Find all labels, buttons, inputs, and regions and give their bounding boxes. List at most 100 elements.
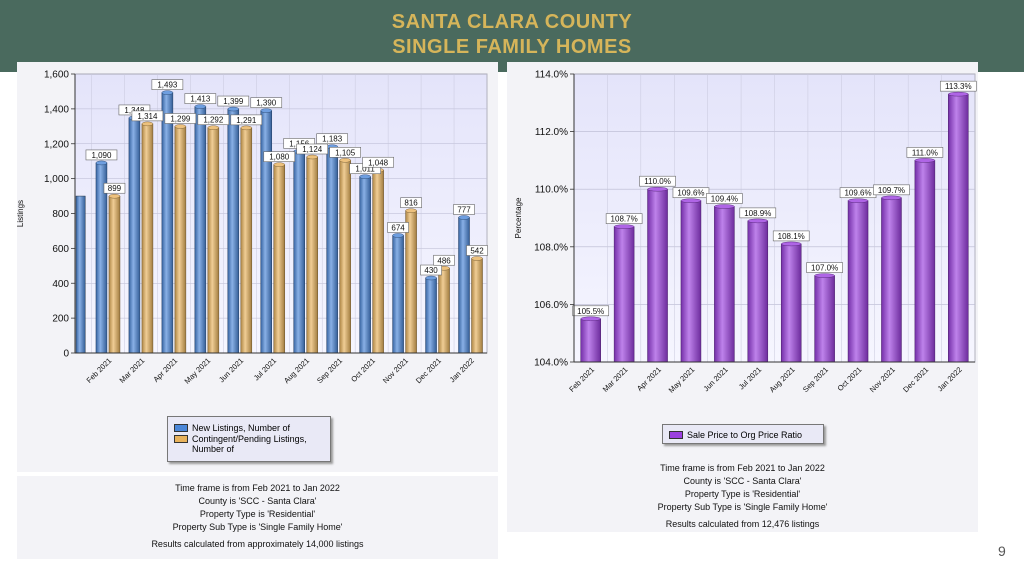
data-label: 108.9% bbox=[744, 209, 771, 218]
price-ratio-legend: Sale Price to Org Price Ratio bbox=[662, 424, 824, 444]
bar-series1 bbox=[128, 117, 141, 354]
bar-cap bbox=[580, 316, 601, 321]
price-ratio-legend-area: Sale Price to Org Price Ratio bbox=[507, 410, 978, 456]
legend-item-price-ratio: Sale Price to Org Price Ratio bbox=[669, 430, 802, 440]
bar-series2 bbox=[174, 126, 187, 354]
bar-series2 bbox=[339, 160, 351, 354]
bar-cap bbox=[174, 124, 187, 129]
listings-chart-panel: 0 200 400 600 800 1,000 1,200 1,400 1,600 Listing… bbox=[17, 62, 498, 410]
bar-cap bbox=[948, 91, 969, 97]
bar-series1 bbox=[647, 188, 668, 363]
data-label: 1,399 bbox=[223, 97, 244, 106]
bar-series2 bbox=[240, 127, 253, 354]
notes-left-line3: Property Type is 'Residential' bbox=[199, 509, 316, 519]
y-tick-label: 0 bbox=[63, 349, 69, 360]
x-tick-label: Apr 2021 bbox=[635, 365, 663, 393]
bar-series1 bbox=[458, 217, 470, 354]
legend-swatch-purple bbox=[669, 431, 683, 439]
title-banner bbox=[0, 0, 1024, 72]
bar-cap bbox=[161, 90, 174, 95]
bar-series2 bbox=[273, 164, 286, 354]
data-label: 113.3% bbox=[945, 82, 972, 91]
data-label-box bbox=[639, 175, 676, 187]
data-label-box bbox=[151, 79, 184, 90]
bar-series2 bbox=[108, 195, 121, 354]
data-label-box bbox=[316, 133, 348, 145]
data-label: 1,183 bbox=[322, 135, 343, 144]
data-label-box bbox=[772, 230, 810, 242]
x-tick-label: Nov 2021 bbox=[381, 356, 410, 385]
data-label: 777 bbox=[457, 206, 471, 215]
price-ratio-notes: Time frame is from Feb 2021 to Jan 2022 … bbox=[507, 456, 978, 532]
bar-cap bbox=[141, 121, 154, 127]
x-tick-label: Dec 2021 bbox=[901, 365, 930, 394]
listings-notes: Time frame is from Feb 2021 to Jan 2022 … bbox=[17, 476, 498, 559]
data-label: 1,048 bbox=[368, 158, 389, 167]
data-label-box bbox=[103, 182, 126, 194]
data-label-box bbox=[939, 80, 977, 92]
data-label: 1,314 bbox=[137, 112, 158, 121]
bar-series1 bbox=[881, 197, 902, 363]
bar-series1 bbox=[293, 151, 305, 354]
notes-left-line2: County is 'SCC - Santa Clara' bbox=[198, 496, 317, 506]
notes-left-line4: Property Sub Type is 'Single Family Home… bbox=[172, 522, 343, 532]
x-tick-label: Mar 2021 bbox=[601, 365, 630, 394]
data-label: 110.0% bbox=[644, 177, 671, 186]
data-label-box bbox=[433, 254, 455, 266]
bar-series1 bbox=[359, 176, 371, 354]
bar-series2 bbox=[141, 123, 154, 354]
bar-cap bbox=[359, 174, 371, 179]
data-label: 1,080 bbox=[269, 153, 290, 162]
data-label: 486 bbox=[437, 256, 451, 265]
data-label-box bbox=[362, 156, 394, 168]
legend-swatch-blue bbox=[174, 424, 188, 432]
data-label-box bbox=[605, 213, 643, 224]
y-tick-label: 114.0% bbox=[535, 70, 568, 81]
data-label: 1,292 bbox=[203, 116, 224, 125]
x-tick-label: Feb 2021 bbox=[85, 356, 114, 385]
data-label: 1,413 bbox=[190, 95, 211, 104]
bar-series1 bbox=[780, 243, 802, 363]
data-label: 1,291 bbox=[236, 116, 257, 125]
page-title: SANTA CLARA COUNTY SINGLE FAMILY HOMES bbox=[0, 10, 1024, 60]
bar-cap bbox=[260, 108, 272, 113]
notes-right-line2: County is 'SCC - Santa Clara' bbox=[683, 476, 802, 486]
bar-series1 bbox=[161, 92, 174, 354]
data-label-box bbox=[420, 264, 442, 276]
data-label: 108.7% bbox=[611, 215, 638, 224]
listings-bar-chart: 0 200 400 600 800 1,000 1,200 1,400 1,600 Listing… bbox=[17, 70, 488, 386]
data-label-box bbox=[164, 113, 197, 124]
data-label: 1,390 bbox=[256, 99, 277, 108]
y-tick-label: 108.0% bbox=[534, 242, 568, 253]
page-number: 9 bbox=[998, 543, 1006, 559]
bar-cap bbox=[458, 215, 470, 220]
legend-item-new-listings: New Listings, Number of bbox=[174, 423, 290, 433]
bar-cap bbox=[881, 195, 902, 201]
data-label: 1,011 bbox=[355, 165, 375, 174]
data-label-box bbox=[739, 207, 777, 219]
x-tick-label: Dec 2021 bbox=[414, 356, 443, 385]
bar-cap bbox=[306, 154, 318, 160]
data-label: 1,105 bbox=[335, 148, 356, 157]
data-label: 109.6% bbox=[844, 189, 871, 198]
notes-right-line4: Property Sub Type is 'Single Family Home… bbox=[657, 502, 828, 512]
x-tick-label: Jun 2021 bbox=[217, 356, 245, 384]
data-label-box bbox=[706, 193, 743, 204]
data-label: 1,090 bbox=[91, 151, 112, 160]
data-label-box bbox=[85, 149, 118, 161]
x-tick-label: Sep 2021 bbox=[801, 365, 830, 394]
data-label: 899 bbox=[108, 184, 122, 193]
y-tick-label: 106.0% bbox=[534, 300, 568, 311]
data-label-box bbox=[184, 93, 217, 104]
data-label-box bbox=[466, 245, 488, 256]
legend-item-pending-listings: Contingent/Pending Listings, Number of bbox=[174, 434, 307, 454]
x-tick-label: Jan 2022 bbox=[936, 365, 964, 393]
bar-cap bbox=[240, 125, 253, 131]
legend-label-price-ratio: Sale Price to Org Price Ratio bbox=[687, 430, 803, 440]
price-ratio-chart-panel: 104.0% 106.0% 108.0% 110.0% 112.0% 114.0% Perc… bbox=[507, 62, 978, 410]
y-tick-label: 1,400 bbox=[44, 104, 69, 115]
bar-cap bbox=[647, 186, 668, 192]
x-tick-label: May 2021 bbox=[667, 365, 697, 395]
data-label-box bbox=[131, 110, 164, 122]
bar-cap bbox=[425, 275, 437, 281]
